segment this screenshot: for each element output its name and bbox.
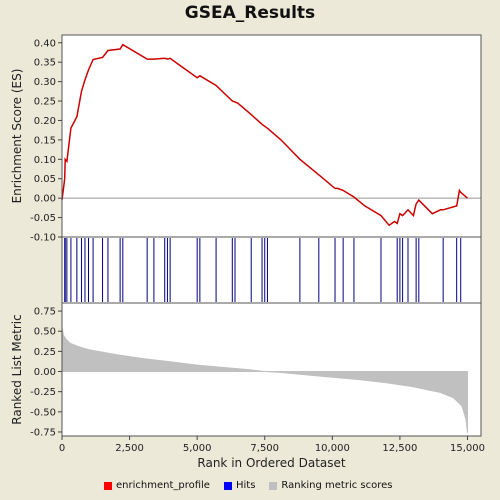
xtick-label: 2,500 <box>115 443 144 454</box>
es-ytick-label: 0.10 <box>34 155 56 166</box>
es-ytick-label: 0.05 <box>34 174 56 185</box>
xtick-label: 10,000 <box>315 443 350 454</box>
es-ytick-label: 0.20 <box>34 116 56 127</box>
legend-item-metric: Ranking metric scores <box>269 480 393 491</box>
es-ytick-label: -0.05 <box>30 213 56 224</box>
xtick-label: 5,000 <box>183 443 212 454</box>
legend-label-profile: enrichment_profile <box>116 480 210 491</box>
chart-title: GSEA_Results <box>184 3 316 23</box>
metric-ytick-label: -0.50 <box>30 407 56 418</box>
xtick-label: 12,500 <box>382 443 417 454</box>
legend-swatch-metric <box>269 481 278 490</box>
xtick-label: 7,500 <box>250 443 279 454</box>
metric-ytick-label: 0.00 <box>34 367 56 378</box>
es-ytick-label: 0.15 <box>34 135 56 146</box>
es-ytick-label: 0.00 <box>34 194 56 205</box>
legend-item-hits: Hits <box>223 480 256 491</box>
es-ytick-label: 0.25 <box>34 97 56 108</box>
metric-ytick-label: -0.75 <box>30 427 56 438</box>
x-axis-label: Rank in Ordered Dataset <box>197 456 345 470</box>
es-ytick-label: 0.30 <box>34 77 56 88</box>
legend-item-profile: enrichment_profile <box>104 480 210 491</box>
es-panel-bg <box>62 35 481 237</box>
legend-label-hits: Hits <box>235 480 256 491</box>
legend-swatch-profile <box>104 481 112 490</box>
es-y-axis-label: Enrichment Score (ES) <box>10 69 24 204</box>
metric-ytick-label: 0.50 <box>34 327 56 338</box>
metric-y-axis-label: Ranked List Metric <box>10 314 24 424</box>
ranking-metric-area <box>61 327 468 433</box>
enrichment-profile-line <box>61 43 468 227</box>
metric-panel-frame <box>61 302 482 437</box>
xtick-label: 15,000 <box>450 443 485 454</box>
metric-ytick-label: 0.75 <box>34 307 56 318</box>
hits-panel-bg <box>62 237 481 303</box>
legend-swatch-hits <box>223 481 232 490</box>
legend-label-metric: Ranking metric scores <box>281 480 393 491</box>
es-ytick-label: -0.10 <box>30 233 56 244</box>
legend: enrichment_profile Hits Ranking metric s… <box>104 480 393 491</box>
es-ytick-label: 0.40 <box>34 38 56 49</box>
xtick-label: 0 <box>59 443 65 454</box>
metric-ytick-label: 0.25 <box>34 347 56 358</box>
es-ytick-label: 0.35 <box>34 58 56 69</box>
metric-ytick-label: -0.25 <box>30 387 56 398</box>
